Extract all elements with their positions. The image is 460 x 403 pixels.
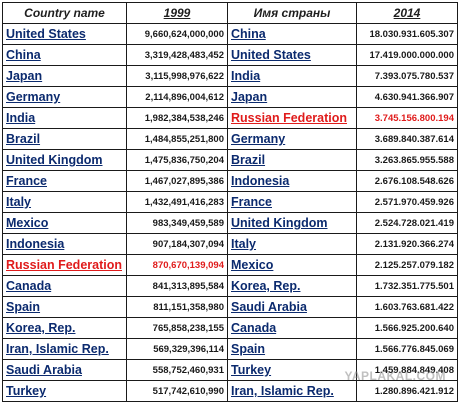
country-2014-link[interactable]: Indonesia (227, 170, 357, 192)
gdp-2014-value: 3.745.156.800.194 (356, 107, 458, 129)
country-2014-link[interactable]: United Kingdom (227, 212, 357, 234)
table-row: Saudi Arabia 558,752,460,931 Turkey 1.459.8… (2, 359, 458, 381)
gdp-1999-value: 3,319,428,483,452 (126, 44, 228, 66)
gdp-2014-value: 4.630.941.366.907 (356, 86, 458, 108)
header-country-name: Country name (2, 2, 127, 24)
gdp-1999-value: 765,858,238,155 (126, 317, 228, 339)
country-1999-link[interactable]: Russian Federation (2, 254, 127, 276)
gdp-1999-value: 811,151,358,980 (126, 296, 228, 318)
country-2014-link[interactable]: France (227, 191, 357, 213)
country-2014-link[interactable]: Japan (227, 86, 357, 108)
table-row: United Kingdom 1,475,836,750,204 Brazil 3.2… (2, 149, 458, 171)
gdp-2014-value: 7.393.075.780.537 (356, 65, 458, 87)
country-1999-link[interactable]: Japan (2, 65, 127, 87)
country-1999-link[interactable]: India (2, 107, 127, 129)
country-1999-link[interactable]: Mexico (2, 212, 127, 234)
table-row: Germany 2,114,896,004,612 Japan 4.630.941.3… (2, 86, 458, 108)
gdp-1999-value: 558,752,460,931 (126, 359, 228, 381)
header-row: Country name 1999 Имя страны 2014 (2, 2, 458, 24)
gdp-2014-value: 1.280.896.421.912 (356, 380, 458, 402)
country-2014-link[interactable]: India (227, 65, 357, 87)
table-row: Canada 841,313,895,584 Korea, Rep. 1.732.35… (2, 275, 458, 297)
country-1999-link[interactable]: United Kingdom (2, 149, 127, 171)
gdp-2014-value: 1.732.351.775.501 (356, 275, 458, 297)
table-row: United States 9,660,624,000,000 China 18.03… (2, 23, 458, 45)
country-2014-link[interactable]: Spain (227, 338, 357, 360)
gdp-2014-value: 1.603.763.681.422 (356, 296, 458, 318)
gdp-2014-value: 1.566.925.200.640 (356, 317, 458, 339)
gdp-1999-value: 2,114,896,004,612 (126, 86, 228, 108)
gdp-2014-value: 3.689.840.387.614 (356, 128, 458, 150)
country-1999-link[interactable]: United States (2, 23, 127, 45)
header-year-2014: 2014 (356, 2, 458, 24)
country-2014-link[interactable]: Turkey (227, 359, 357, 381)
country-2014-link[interactable]: Germany (227, 128, 357, 150)
country-1999-link[interactable]: Germany (2, 86, 127, 108)
country-2014-link[interactable]: Russian Federation (227, 107, 357, 129)
country-2014-link[interactable]: China (227, 23, 357, 45)
table-row: China 3,319,428,483,452 United States 17.41… (2, 44, 458, 66)
country-2014-link[interactable]: Canada (227, 317, 357, 339)
country-2014-link[interactable]: Korea, Rep. (227, 275, 357, 297)
table-row: Brazil 1,484,855,251,800 Germany 3.689.840.… (2, 128, 458, 150)
gdp-2014-value: 2.676.108.548.626 (356, 170, 458, 192)
gdp-1999-value: 3,115,998,976,622 (126, 65, 228, 87)
table-row: India 1,982,384,538,246 Russian Federation… (2, 107, 458, 129)
table-row: Korea, Rep. 765,858,238,155 Canada 1.566.92… (2, 317, 458, 339)
header-country-name-ru: Имя страны (227, 2, 357, 24)
table-row: Japan 3,115,998,976,622 India 7.393.075.780… (2, 65, 458, 87)
gdp-2014-value: 1.566.776.845.069 (356, 338, 458, 360)
country-1999-link[interactable]: France (2, 170, 127, 192)
header-year-1999: 1999 (126, 2, 228, 24)
gdp-1999-value: 1,467,027,895,386 (126, 170, 228, 192)
gdp-2014-value: 2.571.970.459.926 (356, 191, 458, 213)
country-2014-link[interactable]: Brazil (227, 149, 357, 171)
table-row: Turkey 517,742,610,990 Iran, Islamic Rep. 1… (2, 380, 458, 402)
country-2014-link[interactable]: Saudi Arabia (227, 296, 357, 318)
gdp-1999-value: 517,742,610,990 (126, 380, 228, 402)
table-row: Iran, Islamic Rep. 569,329,396,114 Spain 1.… (2, 338, 458, 360)
country-2014-link[interactable]: United States (227, 44, 357, 66)
country-1999-link[interactable]: Indonesia (2, 233, 127, 255)
table-row: Russian Federation 870,670,139,094 Mexico 2… (2, 254, 458, 276)
country-2014-link[interactable]: Italy (227, 233, 357, 255)
table-row: Indonesia 907,184,307,094 Italy 2.131.920.3… (2, 233, 458, 255)
gdp-1999-value: 569,329,396,114 (126, 338, 228, 360)
table-row: Italy 1,432,491,416,283 France 2.571.970.45… (2, 191, 458, 213)
country-1999-link[interactable]: Turkey (2, 380, 127, 402)
gdp-1999-value: 907,184,307,094 (126, 233, 228, 255)
country-1999-link[interactable]: Italy (2, 191, 127, 213)
gdp-1999-value: 1,982,384,538,246 (126, 107, 228, 129)
gdp-2014-value: 18.030.931.605.307 (356, 23, 458, 45)
country-1999-link[interactable]: Canada (2, 275, 127, 297)
gdp-1999-value: 9,660,624,000,000 (126, 23, 228, 45)
table-row: France 1,467,027,895,386 Indonesia 2.676.10… (2, 170, 458, 192)
country-1999-link[interactable]: Brazil (2, 128, 127, 150)
gdp-2014-value: 2.524.728.021.419 (356, 212, 458, 234)
country-1999-link[interactable]: Iran, Islamic Rep. (2, 338, 127, 360)
gdp-1999-value: 841,313,895,584 (126, 275, 228, 297)
country-2014-link[interactable]: Mexico (227, 254, 357, 276)
gdp-2014-value: 17.419.000.000.000 (356, 44, 458, 66)
country-2014-link[interactable]: Iran, Islamic Rep. (227, 380, 357, 402)
gdp-1999-value: 870,670,139,094 (126, 254, 228, 276)
gdp-1999-value: 983,349,459,589 (126, 212, 228, 234)
gdp-2014-value: 2.131.920.366.274 (356, 233, 458, 255)
country-1999-link[interactable]: Korea, Rep. (2, 317, 127, 339)
gdp-2014-value: 2.125.257.079.182 (356, 254, 458, 276)
table-row: Spain 811,151,358,980 Saudi Arabia 1.603.76… (2, 296, 458, 318)
country-1999-link[interactable]: Spain (2, 296, 127, 318)
table-row: Mexico 983,349,459,589 United Kingdom 2.524… (2, 212, 458, 234)
gdp-1999-value: 1,475,836,750,204 (126, 149, 228, 171)
gdp-1999-value: 1,484,855,251,800 (126, 128, 228, 150)
gdp-1999-value: 1,432,491,416,283 (126, 191, 228, 213)
country-1999-link[interactable]: China (2, 44, 127, 66)
gdp-2014-value: 3.263.865.955.588 (356, 149, 458, 171)
gdp-2014-value: 1.459.884.849.408 (356, 359, 458, 381)
country-1999-link[interactable]: Saudi Arabia (2, 359, 127, 381)
